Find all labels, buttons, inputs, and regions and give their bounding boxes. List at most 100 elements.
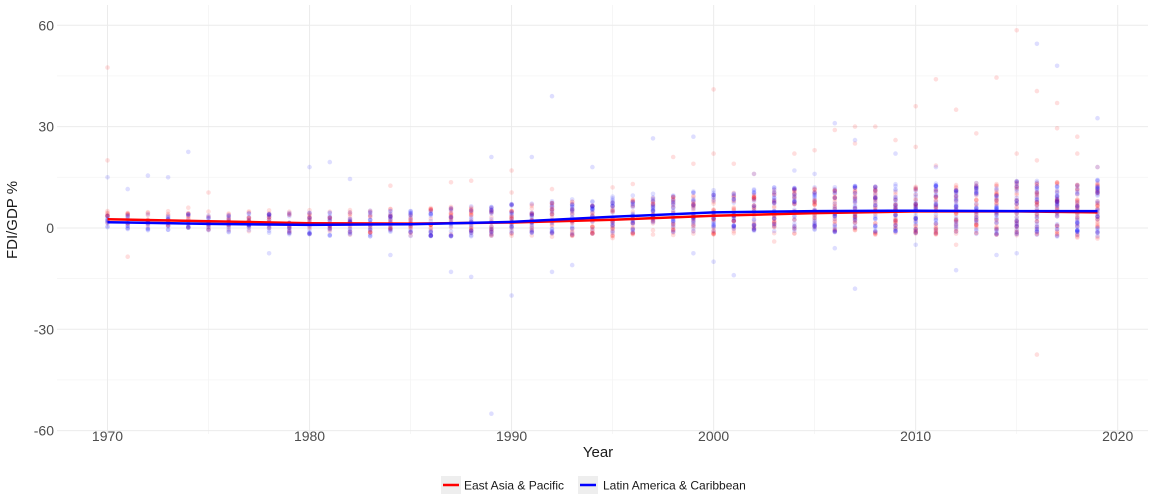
scatter-point-east-asia-pacific xyxy=(893,218,898,223)
scatter-point-east-asia-pacific xyxy=(367,230,373,236)
scatter-point-latin-america-caribbean xyxy=(953,204,959,209)
scatter-point-east-asia-pacific xyxy=(852,189,858,194)
scatter-point-latin-america-caribbean xyxy=(852,185,858,190)
scatter-point-east-asia-pacific xyxy=(287,225,292,230)
scatter-point-latin-america-caribbean xyxy=(327,210,333,216)
scatter-point-latin-america-caribbean xyxy=(1075,203,1080,209)
scatter-point-latin-america-caribbean xyxy=(913,194,918,200)
scatter-point-latin-america-caribbean xyxy=(873,213,878,219)
legend-label-latin-america-caribbean: Latin America & Caribbean xyxy=(603,479,746,493)
scatter-point-east-asia-pacific xyxy=(1014,198,1019,203)
scatter-point-latin-america-caribbean xyxy=(266,217,272,222)
scatter-point-latin-america-caribbean xyxy=(327,159,333,165)
scatter-point-latin-america-caribbean xyxy=(590,227,595,232)
scatter-point-latin-america-caribbean xyxy=(1095,198,1100,204)
scatter-point-east-asia-pacific xyxy=(610,235,615,241)
scatter-point-east-asia-pacific xyxy=(1014,229,1019,235)
scatter-point-latin-america-caribbean xyxy=(670,224,676,229)
scatter-point-east-asia-pacific xyxy=(529,226,535,231)
scatter-point-latin-america-caribbean xyxy=(994,205,999,210)
scatter-point-east-asia-pacific xyxy=(307,211,312,216)
scatter-point-east-asia-pacific xyxy=(408,212,413,217)
scatter-point-east-asia-pacific xyxy=(751,222,757,227)
scatter-point-latin-america-caribbean xyxy=(549,226,555,232)
scatter-point-latin-america-caribbean xyxy=(953,226,959,231)
scatter-point-latin-america-caribbean xyxy=(933,212,939,217)
scatter-point-latin-america-caribbean xyxy=(933,201,939,206)
scatter-point-east-asia-pacific xyxy=(994,197,999,203)
scatter-point-latin-america-caribbean xyxy=(428,232,434,238)
scatter-point-latin-america-caribbean xyxy=(1095,189,1100,194)
scatter-point-east-asia-pacific xyxy=(974,219,979,225)
scatter-point-latin-america-caribbean xyxy=(569,197,575,202)
scatter-point-latin-america-caribbean xyxy=(226,214,231,220)
scatter-point-east-asia-pacific xyxy=(630,220,636,225)
scatter-point-east-asia-pacific xyxy=(751,227,757,232)
scatter-point-latin-america-caribbean xyxy=(974,205,979,211)
scatter-point-latin-america-caribbean xyxy=(1095,185,1100,190)
scatter-point-latin-america-caribbean xyxy=(347,231,353,236)
scatter-point-east-asia-pacific xyxy=(1014,28,1019,33)
scatter-point-east-asia-pacific xyxy=(832,188,838,194)
scatter-point-latin-america-caribbean xyxy=(489,204,494,210)
scatter-point-latin-america-caribbean xyxy=(994,231,999,237)
scatter-point-latin-america-caribbean xyxy=(327,215,333,220)
scatter-point-latin-america-caribbean xyxy=(670,208,676,214)
scatter-point-latin-america-caribbean xyxy=(529,230,535,235)
scatter-point-east-asia-pacific xyxy=(873,221,878,226)
scatter-point-latin-america-caribbean xyxy=(771,189,777,195)
scatter-point-east-asia-pacific xyxy=(771,205,777,210)
scatter-point-latin-america-caribbean xyxy=(933,184,939,189)
scatter-point-east-asia-pacific xyxy=(266,215,272,220)
scatter-point-latin-america-caribbean xyxy=(388,214,393,220)
scatter-point-east-asia-pacific xyxy=(711,207,716,212)
scatter-point-east-asia-pacific xyxy=(974,197,979,203)
scatter-point-east-asia-pacific xyxy=(913,184,918,190)
scatter-point-east-asia-pacific xyxy=(1075,198,1080,204)
scatter-point-east-asia-pacific xyxy=(812,225,817,230)
scatter-point-latin-america-caribbean xyxy=(913,230,918,235)
scatter-point-east-asia-pacific xyxy=(468,206,474,212)
scatter-point-east-asia-pacific xyxy=(832,188,838,193)
scatter-point-latin-america-caribbean xyxy=(1034,221,1040,227)
scatter-point-latin-america-caribbean xyxy=(670,194,676,199)
scatter-point-east-asia-pacific xyxy=(1034,88,1040,94)
scatter-point-latin-america-caribbean xyxy=(913,205,918,210)
scatter-point-east-asia-pacific xyxy=(691,201,696,207)
scatter-point-east-asia-pacific xyxy=(893,216,898,221)
scatter-point-latin-america-caribbean xyxy=(408,227,413,233)
scatter-point-latin-america-caribbean xyxy=(569,206,575,212)
scatter-point-latin-america-caribbean xyxy=(347,217,353,222)
scatter-point-latin-america-caribbean xyxy=(873,216,878,222)
scatter-point-latin-america-caribbean xyxy=(549,207,555,213)
scatter-point-latin-america-caribbean xyxy=(913,203,918,208)
scatter-point-east-asia-pacific xyxy=(1034,219,1040,224)
scatter-point-east-asia-pacific xyxy=(974,222,979,227)
scatter-point-east-asia-pacific xyxy=(206,227,211,232)
scatter-point-latin-america-caribbean xyxy=(893,203,898,208)
scatter-point-east-asia-pacific xyxy=(751,219,757,225)
scatter-point-latin-america-caribbean xyxy=(1034,180,1040,185)
scatter-point-east-asia-pacific xyxy=(650,201,656,206)
scatter-point-east-asia-pacific xyxy=(590,224,595,229)
scatter-point-east-asia-pacific xyxy=(226,214,231,219)
scatter-point-east-asia-pacific xyxy=(388,214,393,220)
scatter-point-latin-america-caribbean xyxy=(529,230,535,235)
y-tick-label: 60 xyxy=(38,17,54,33)
scatter-point-latin-america-caribbean xyxy=(590,203,595,209)
scatter-point-latin-america-caribbean xyxy=(731,272,737,278)
scatter-point-latin-america-caribbean xyxy=(792,168,797,173)
scatter-point-latin-america-caribbean xyxy=(1014,231,1019,236)
scatter-point-latin-america-caribbean xyxy=(852,214,858,220)
scatter-point-latin-america-caribbean xyxy=(751,221,757,227)
scatter-point-latin-america-caribbean xyxy=(266,225,272,231)
scatter-point-latin-america-caribbean xyxy=(711,192,716,198)
scatter-point-latin-america-caribbean xyxy=(812,224,817,229)
scatter-point-latin-america-caribbean xyxy=(610,204,615,209)
scatter-point-latin-america-caribbean xyxy=(711,216,716,221)
scatter-point-latin-america-caribbean xyxy=(489,226,494,232)
scatter-point-east-asia-pacific xyxy=(893,204,898,210)
scatter-point-latin-america-caribbean xyxy=(933,194,939,200)
scatter-point-east-asia-pacific xyxy=(711,229,716,234)
scatter-point-east-asia-pacific xyxy=(1014,221,1019,226)
